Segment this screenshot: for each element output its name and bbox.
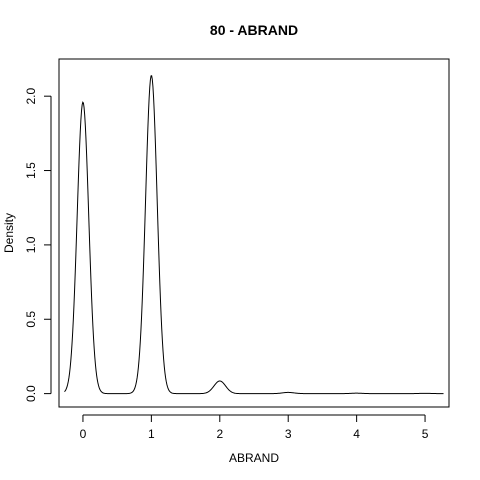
x-axis: 0 1 2 3 4 5 — [80, 414, 429, 441]
x-tick-label: 5 — [422, 427, 429, 441]
x-tick-label: 1 — [148, 427, 155, 441]
y-axis-label: Density — [2, 213, 16, 253]
y-tick-label: 1.0 — [24, 236, 38, 253]
y-tick-label: 1.5 — [24, 162, 38, 179]
y-tick-label: 2.0 — [24, 88, 38, 105]
plot-frame — [58, 58, 450, 408]
x-tick-label: 0 — [80, 427, 87, 441]
chart-title: 80 - ABRAND — [210, 22, 298, 38]
density-curve — [64, 75, 444, 395]
y-axis: 0.0 0.5 1.0 1.5 2.0 — [24, 88, 52, 402]
x-tick-label: 2 — [216, 427, 223, 441]
y-tick-label: 0.0 — [24, 385, 38, 402]
x-axis-label: ABRAND — [229, 451, 279, 465]
x-tick-label: 4 — [353, 427, 360, 441]
y-tick-label: 0.5 — [24, 311, 38, 328]
x-tick-label: 3 — [285, 427, 292, 441]
